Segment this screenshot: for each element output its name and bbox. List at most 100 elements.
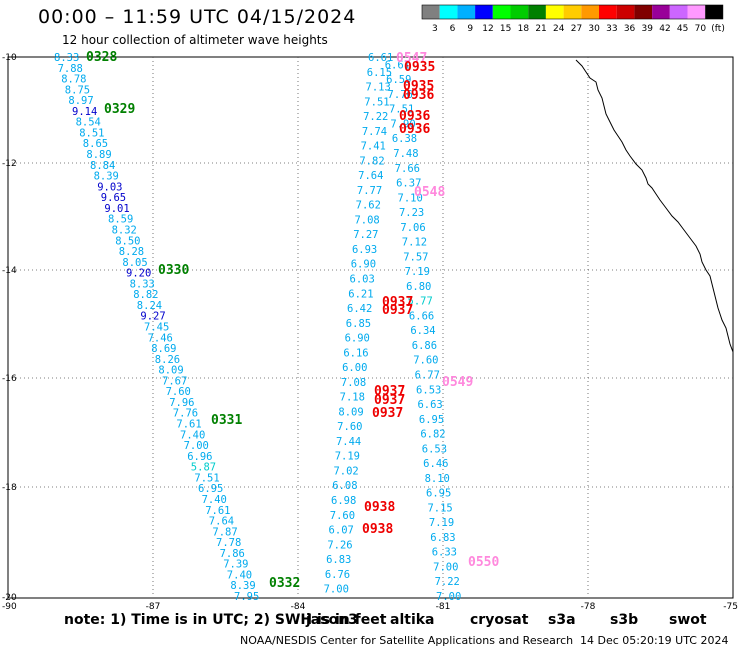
wave-height-value: 9.65: [101, 192, 126, 204]
wave-height-value: 6.61: [385, 59, 410, 71]
pass-time-label: 0329: [104, 102, 135, 117]
color-scale-label: (ft): [711, 24, 725, 34]
wave-height-value: 7.57: [403, 251, 428, 263]
pass-time-label: 0550: [468, 555, 499, 570]
wave-height-value: 6.37: [396, 178, 421, 190]
color-swatch: [422, 5, 440, 19]
color-swatch: [563, 5, 582, 19]
latitude-label: -16: [2, 374, 17, 384]
wave-height-value: 8.82: [133, 289, 158, 301]
wave-height-value: 6.03: [350, 274, 375, 286]
color-swatch: [599, 5, 617, 19]
pass-time-label: 0936: [399, 122, 430, 137]
longitude-label: -81: [436, 602, 451, 612]
wave-height-value: 8.69: [151, 343, 176, 355]
wave-height-value: 7.48: [393, 148, 418, 160]
wave-height-value: 7.15: [427, 502, 452, 514]
page-title: 00:00 – 11:59 UTC 04/15/2024: [38, 6, 357, 28]
wave-height-value: 6.95: [198, 483, 223, 495]
wave-height-value: 7.02: [333, 465, 358, 477]
satellite-cryosat: cryosat: [470, 612, 529, 628]
wave-height-value: 7.86: [220, 548, 245, 560]
wave-height-value: 7.19: [405, 266, 430, 278]
wave-height-value: 7.88: [58, 63, 83, 75]
wave-height-value: 6.08: [332, 480, 357, 492]
wave-height-value: 7.77: [357, 185, 382, 197]
coastline: [575, 59, 734, 353]
wave-height-value: 8.97: [68, 95, 93, 107]
pass-time-label: 0547: [396, 51, 427, 66]
latitude-label: -14: [2, 266, 17, 276]
wave-height-value: 7.08: [354, 214, 379, 226]
pass-time-label: 0936: [403, 88, 434, 103]
color-scale-label: 30: [588, 24, 600, 34]
wave-height-value: 7.40: [202, 494, 227, 506]
wave-height-value: 6.77: [415, 369, 440, 381]
pass-time-label: 0937: [382, 303, 413, 318]
pass-time-label: 0937: [382, 295, 413, 310]
wave-height-value: 6.83: [326, 554, 351, 566]
wave-height-value: 8.09: [338, 406, 363, 418]
wave-height-value: 8.10: [425, 473, 450, 485]
wave-height-value: 7.45: [144, 322, 169, 334]
color-swatch: [669, 5, 688, 19]
wave-height-value: 7.00: [433, 561, 458, 573]
wave-height-value: 7.22: [435, 576, 460, 588]
wave-height-value: 6.90: [351, 259, 376, 271]
wave-height-value: 7.60: [413, 355, 438, 367]
wave-height-value: 8.89: [86, 149, 111, 161]
pass-time-label: 0549: [442, 375, 473, 390]
footer-timestamp: 14 Dec 05:20:19 UTC 2024: [580, 634, 729, 647]
satellite-altika: altika: [390, 612, 435, 628]
wave-height-value: 6.16: [343, 347, 368, 359]
color-scale-label: 42: [659, 24, 670, 34]
pass-time-labels: 0328 0329 0330 0331 0332 0547 0548 0549 0550 0935…: [86, 50, 499, 591]
color-swatch: [475, 5, 493, 19]
wave-height-value: 7.87: [212, 526, 237, 538]
color-scale-label: 45: [677, 24, 688, 34]
wave-height-value: 8.24: [137, 300, 162, 312]
wave-height-value: 6.95: [426, 488, 451, 500]
wave-height-value: 8.39: [94, 171, 119, 183]
latitude-label: -20: [2, 593, 17, 603]
wave-height-value: 7.19: [335, 451, 360, 463]
pass-time-label: 0937: [372, 406, 403, 421]
wave-height-value: 6.83: [430, 532, 455, 544]
pass-time-label: 0937: [374, 393, 405, 408]
pass-time-label: 0937: [374, 384, 405, 399]
wave-height-value: 6.00: [342, 362, 367, 374]
altimeter-track-east: 6.616.616.156.597.137.767.517.517.227.90…: [324, 52, 462, 603]
color-swatch: [687, 5, 706, 19]
wave-height-value: 7.06: [400, 222, 425, 234]
color-swatch: [545, 5, 564, 19]
wave-height-value: 8.33: [54, 52, 79, 64]
color-scale-label: 27: [571, 24, 582, 34]
longitude-labels: -90 -87 -84 -81 -78 -75: [2, 602, 738, 612]
wave-height-value: 6.96: [187, 451, 212, 463]
color-swatch: [581, 5, 599, 19]
altimeter-track-west: 8.337.888.788.758.979.148.548.518.658.89…: [54, 52, 259, 603]
latitude-labels: -10 -12 -14 -16 -18 -20: [2, 53, 17, 603]
wave-height-value: 7.44: [336, 436, 361, 448]
wave-height-value: 7.90: [390, 118, 415, 130]
color-swatch: [634, 5, 653, 19]
wave-height-value: 7.60: [337, 421, 362, 433]
wave-height-value: 6.98: [331, 495, 356, 507]
wave-height-value: 7.74: [362, 126, 387, 138]
color-scale-label: 36: [624, 24, 636, 34]
satellite-swot: swot: [669, 612, 707, 628]
footer-credit: NOAA/NESDIS Center for Satellite Applica…: [240, 634, 574, 647]
wave-height-value: 6.53: [422, 443, 447, 455]
longitude-label: -87: [146, 602, 161, 612]
pass-time-label: 0935: [403, 79, 434, 94]
color-swatch: [616, 5, 635, 19]
satellite-s3b: s3b: [610, 612, 639, 628]
color-scale-label: 15: [500, 24, 511, 34]
wave-height-value: 7.08: [341, 377, 366, 389]
color-swatch: [492, 5, 511, 19]
latitude-label: -12: [2, 159, 17, 169]
wave-height-value: 6.85: [346, 318, 371, 330]
map-frame: [7, 56, 734, 599]
color-swatch: [457, 5, 476, 19]
longitude-label: -84: [291, 602, 306, 612]
